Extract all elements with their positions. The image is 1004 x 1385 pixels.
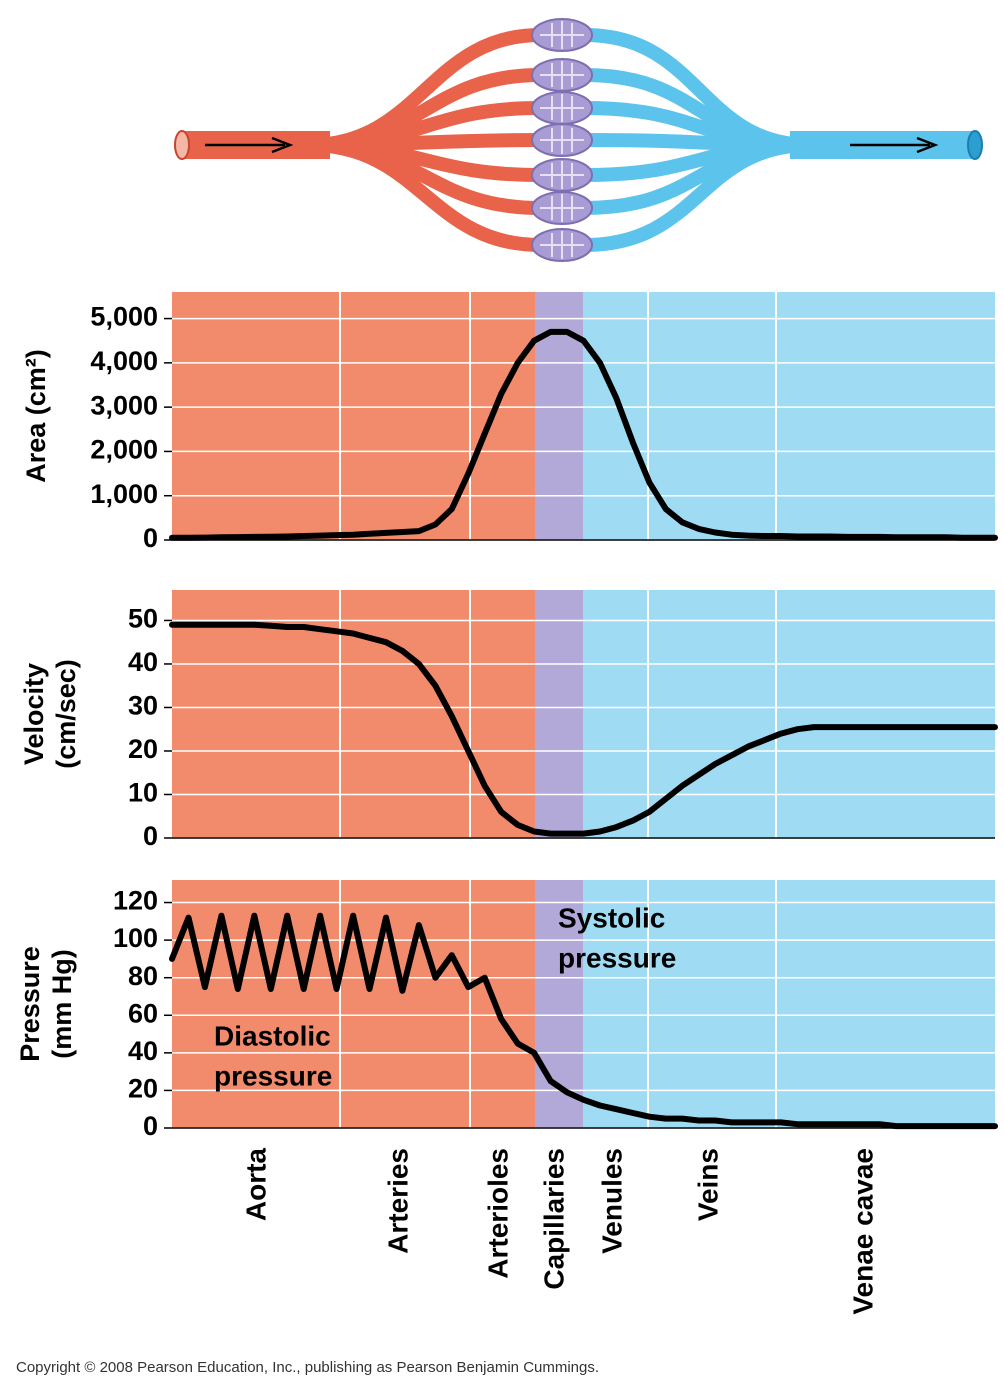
y-tick-label: 20: [128, 734, 158, 764]
vein-branch: [584, 138, 811, 252]
y-axis-label: Velocity: [19, 663, 49, 765]
vessel-label: Aorta: [240, 1148, 271, 1222]
artery-end: [174, 130, 190, 160]
y-tick-label: 100: [113, 923, 158, 953]
y-tick-label: 5,000: [90, 302, 158, 332]
region-band: [535, 590, 583, 838]
y-tick-label: 10: [128, 778, 158, 808]
capillary-mesh: [540, 231, 584, 259]
y-axis-label: (mm Hg): [47, 949, 77, 1059]
vessel-label: Venae cavae: [847, 1148, 878, 1315]
y-tick-label: 0: [143, 1111, 158, 1141]
y-tick-label: 3,000: [90, 390, 158, 420]
vessel-label: Capillaries: [538, 1148, 569, 1290]
vein-end: [967, 130, 983, 160]
region-band: [583, 880, 995, 1128]
data-line: [169, 621, 998, 837]
flow-arrow: [205, 136, 294, 154]
annotation: Systolic: [558, 902, 665, 933]
y-axis-label: (cm/sec): [51, 659, 81, 769]
y-axis-label: Area (cm²): [21, 349, 51, 483]
y-tick-label: 4,000: [90, 346, 158, 376]
vessel-label: Arterioles: [482, 1148, 513, 1279]
y-axis-label: Pressure: [15, 946, 45, 1062]
annotation: pressure: [214, 1060, 332, 1091]
y-tick-label: 50: [128, 604, 158, 634]
region-band: [583, 590, 995, 838]
annotation: pressure: [558, 942, 676, 973]
capillary-mesh: [540, 61, 584, 89]
vessel-label: Venules: [596, 1148, 627, 1254]
y-tick-label: 60: [128, 998, 158, 1028]
y-tick-label: 2,000: [90, 435, 158, 465]
y-tick-label: 80: [128, 961, 158, 991]
region-band: [172, 292, 535, 540]
capillary-mesh: [540, 161, 584, 189]
data-line: [169, 328, 998, 541]
vessel-label: Arteries: [382, 1148, 413, 1254]
data-line: [169, 912, 998, 1130]
y-tick-label: 40: [128, 647, 158, 677]
annotation: Diastolic: [214, 1020, 331, 1051]
capillary-mesh: [540, 126, 584, 154]
region-band: [583, 292, 995, 540]
y-tick-label: 0: [143, 821, 158, 851]
y-tick-label: 30: [128, 691, 158, 721]
capillary-mesh: [540, 94, 584, 122]
artery-branch: [309, 138, 541, 252]
copyright: Copyright © 2008 Pearson Education, Inc.…: [16, 1359, 599, 1376]
vessel-diagram: [174, 18, 983, 262]
y-tick-label: 0: [143, 523, 158, 553]
vessel-label: Veins: [692, 1148, 723, 1221]
capillary-mesh: [540, 194, 584, 222]
y-tick-label: 40: [128, 1036, 158, 1066]
y-tick-label: 120: [113, 886, 158, 916]
y-tick-label: 20: [128, 1074, 158, 1104]
y-tick-label: 1,000: [90, 479, 158, 509]
capillary-mesh: [540, 21, 584, 49]
flow-arrow: [850, 136, 939, 154]
